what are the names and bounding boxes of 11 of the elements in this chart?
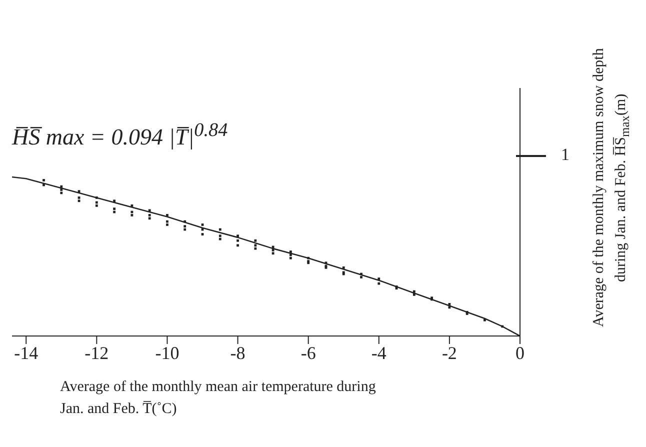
x-tick-label: -2 [442, 342, 457, 363]
x-tick-label: -10 [155, 342, 180, 363]
x-tick-label: 0 [516, 342, 524, 363]
x-tick-label: -14 [14, 342, 38, 363]
x-tick-label: -8 [230, 342, 246, 363]
x-tick-label: -6 [300, 342, 316, 363]
text: 1 [561, 145, 570, 165]
text: H̅S̅ max = 0.094 |T̅|$^{0.84}$ [12, 120, 228, 151]
x-tick-label: -4 [371, 342, 386, 363]
x-axis-title: Average of the monthly mean air temperature during Jan. and Feb. T̅(˚C) [60, 378, 377, 419]
x-tick-label: -12 [84, 342, 109, 363]
